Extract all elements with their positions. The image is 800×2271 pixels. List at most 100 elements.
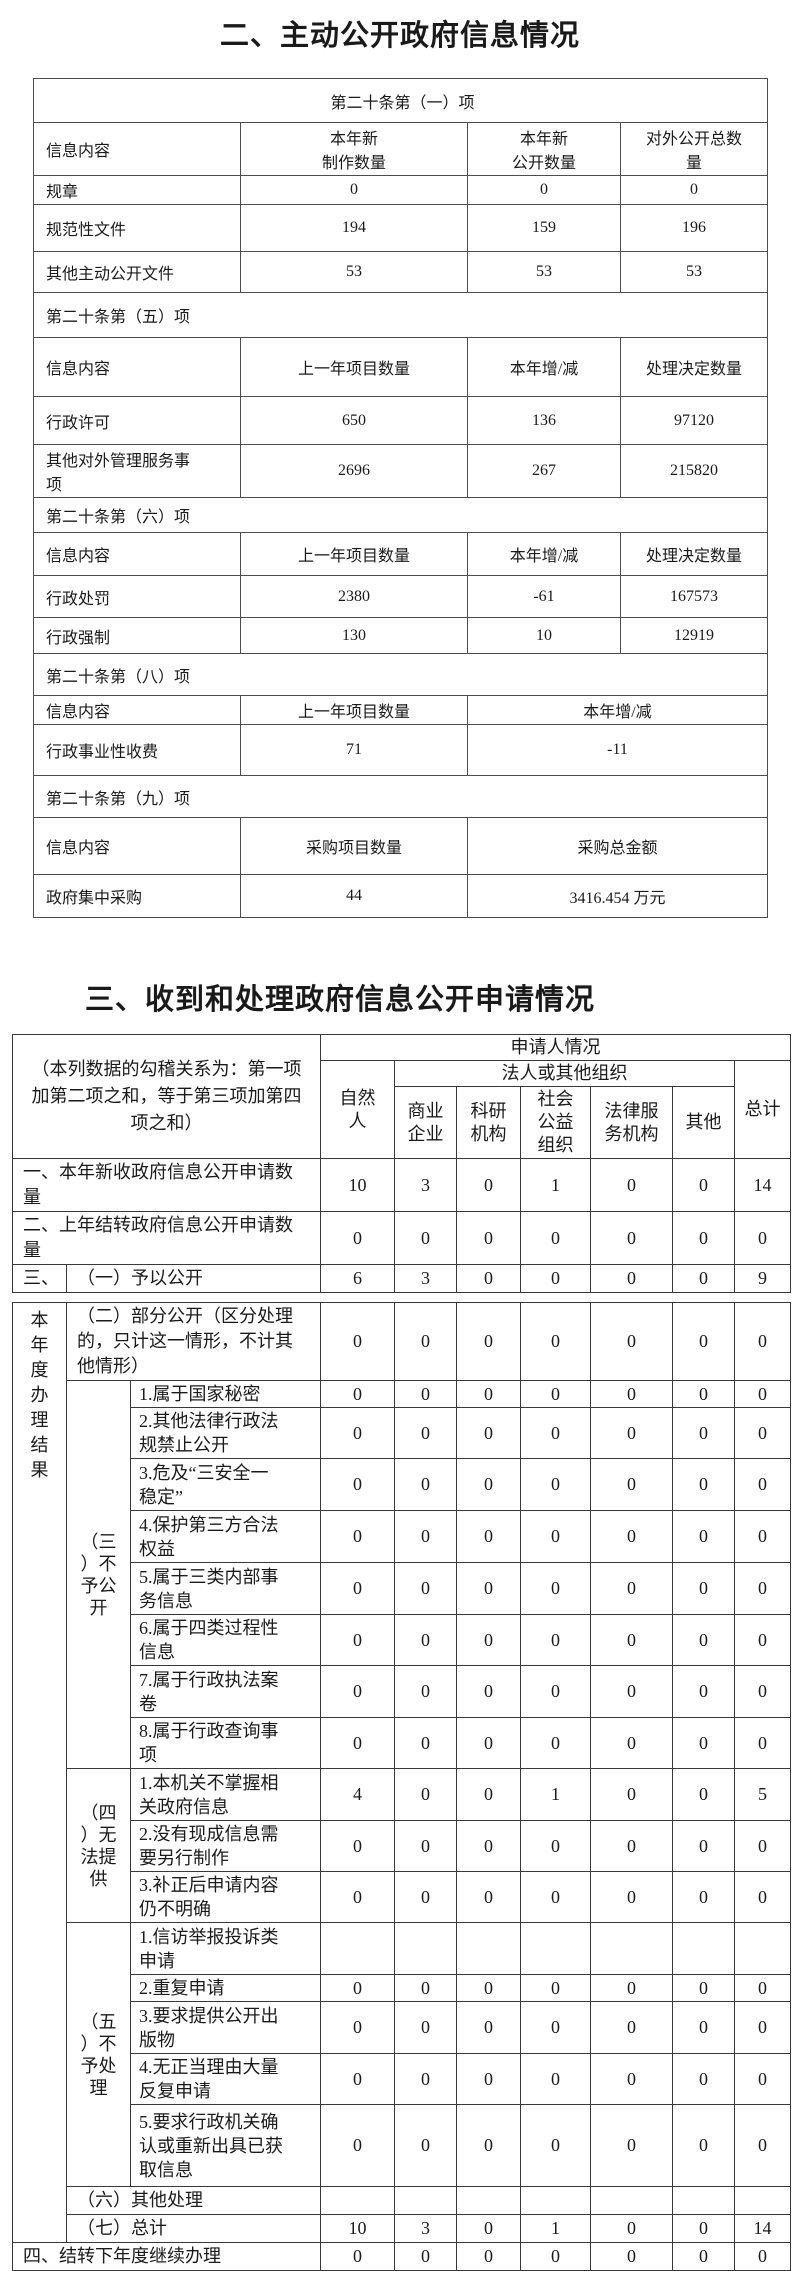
applications-table-results-part: 本 年 度 办 理 结 果（二）部分公开（区分处理 的，只计这一情形，不计其 他…: [12, 1302, 791, 2271]
value-cell: 0: [456, 2053, 521, 2105]
column-header: 商业 企业: [394, 1086, 458, 1159]
value-cell: 3416.454 万元: [466, 874, 769, 918]
group-label-refused: （三 ）不 予公 开: [66, 1380, 131, 1769]
value-cell: 0: [590, 1974, 673, 2002]
value-cell: 0: [320, 1974, 395, 2002]
column-header: 处理决定数量: [619, 532, 769, 576]
table-row: 第二十条第（八）项: [32, 653, 769, 696]
value-cell: 0: [520, 1264, 592, 1293]
value-cell: 0: [590, 2104, 673, 2187]
column-header: 社会 公益 组织: [520, 1086, 592, 1159]
value-cell: 0: [672, 1717, 735, 1769]
value-cell: 0: [520, 2001, 591, 2054]
value-cell: 0: [734, 1510, 791, 1563]
column-header: 总计: [734, 1060, 792, 1159]
value-cell: 0: [734, 2001, 791, 2054]
value-cell: 0: [734, 1380, 791, 1408]
value-cell: 0: [394, 1211, 458, 1265]
value-cell: 0: [672, 2242, 735, 2271]
value-cell: 0: [456, 2104, 521, 2187]
value-cell: 0: [734, 1562, 791, 1615]
value-cell: 0: [734, 2242, 791, 2271]
value-cell: 0: [590, 2001, 673, 2054]
value-cell: 0: [456, 1458, 521, 1511]
row-label: （七）总计: [66, 2214, 321, 2243]
row-label: 一、本年新收政府信息公开申请数 量: [11, 1158, 322, 1212]
column-header: 科研 机构: [456, 1086, 522, 1159]
table-row: 第二十条第（六）项: [32, 497, 769, 533]
row-label: 4.保护第三方合法 权益: [130, 1510, 321, 1563]
table-row: 4.保护第三方合法 权益 0 0 0 0 0 0 0: [13, 1510, 791, 1563]
table-row: 第二十条第（一）项: [32, 78, 769, 123]
value-cell: 0: [456, 2001, 521, 2054]
column-header: 信息内容: [33, 532, 241, 576]
value-cell: 0: [672, 1974, 735, 2002]
value-cell: 0: [672, 1458, 735, 1511]
value-cell: 159: [467, 204, 621, 252]
value-cell: 0: [520, 1302, 591, 1381]
row-label: 政府集中采购: [33, 874, 241, 918]
value-cell: 0: [672, 2104, 735, 2187]
table-row: 3.补正后申请内容 仍不明确 0 0 0 0 0 0 0: [13, 1871, 791, 1923]
value-cell: 0: [590, 1768, 673, 1821]
value-cell: 6: [320, 1264, 396, 1293]
value-cell: 0: [456, 2242, 521, 2271]
value-cell: 0: [590, 1562, 673, 1615]
value-cell: 3: [394, 1158, 458, 1212]
table-row: 行政许可 650 136 97120: [33, 396, 769, 445]
table-row: （四 ）无 法提 供 1.本机关不掌握相 关政府信息 4 0 0 1 0 0 5: [13, 1768, 791, 1923]
column-header: 本年新 制作数量: [240, 122, 468, 176]
table-row: 行政强制 130 10 12919: [33, 617, 769, 654]
value-cell: 0: [590, 1211, 674, 1265]
value-cell: 4: [320, 1768, 395, 1821]
value-cell: 130: [240, 617, 468, 654]
value-cell: 0: [394, 2242, 457, 2271]
section-header: 第二十条第（八）项: [32, 653, 769, 696]
value-cell: 0: [734, 1974, 791, 2002]
table-row: 信息内容 本年新 制作数量 本年新 公开数量 对外公开总数 量: [33, 122, 769, 176]
value-cell: 2696: [240, 444, 468, 498]
value-cell: 0: [590, 1158, 674, 1212]
value-cell: 0: [590, 1820, 673, 1872]
value-cell: 5: [734, 1768, 791, 1821]
table-row: 其他对外管理服务事 项 2696 267 215820: [33, 444, 769, 498]
row-label: （二）部分公开（区分处理 的，只计这一情形，不计其 他情形）: [66, 1302, 321, 1381]
value-cell: 0: [734, 1614, 791, 1666]
value-cell: 0: [672, 2053, 735, 2105]
value-cell: 267: [467, 444, 621, 498]
table-row: 信息内容 上一年项目数量 本年增/减 处理决定数量: [33, 532, 769, 576]
value-cell: [320, 2186, 395, 2215]
value-cell: 0: [520, 1562, 591, 1615]
value-cell: 0: [672, 2214, 735, 2243]
column-header: 上一年项目数量: [240, 532, 468, 576]
column-header: 处理决定数量: [619, 337, 769, 397]
value-cell: 0: [456, 1974, 521, 2002]
column-header: 本年新 公开数量: [467, 122, 621, 176]
value-cell: 0: [394, 1974, 457, 2002]
value-cell: 0: [456, 1302, 521, 1381]
value-cell: 0: [734, 2053, 791, 2105]
value-cell: 44: [240, 874, 468, 918]
value-cell: -61: [467, 575, 621, 618]
section-header: 第二十条第（九）项: [32, 775, 769, 818]
value-cell: 2380: [240, 575, 468, 618]
value-cell: 0: [320, 2001, 395, 2054]
value-cell: 0: [590, 1264, 674, 1293]
value-cell: 215820: [619, 444, 769, 498]
value-cell: 0: [590, 1302, 673, 1381]
value-cell: 0: [734, 1871, 791, 1923]
column-header: 采购项目数量: [240, 817, 468, 875]
value-cell: 0: [734, 2104, 791, 2187]
value-cell: [734, 2186, 791, 2215]
value-cell: 0: [590, 2214, 673, 2243]
row-label: 二、上年结转政府信息公开申请数 量: [11, 1211, 322, 1265]
table-row: 第二十条第（九）项: [32, 775, 769, 818]
row-label: 7.属于行政执法案 卷: [130, 1665, 321, 1718]
column-header: 采购总金额: [466, 817, 769, 875]
value-cell: 97120: [619, 396, 769, 445]
value-cell: 0: [520, 1510, 591, 1563]
value-cell: 14: [734, 2214, 791, 2243]
column-header: 本年增/减: [466, 695, 769, 725]
row-label: 1.属于国家秘密: [130, 1380, 321, 1408]
